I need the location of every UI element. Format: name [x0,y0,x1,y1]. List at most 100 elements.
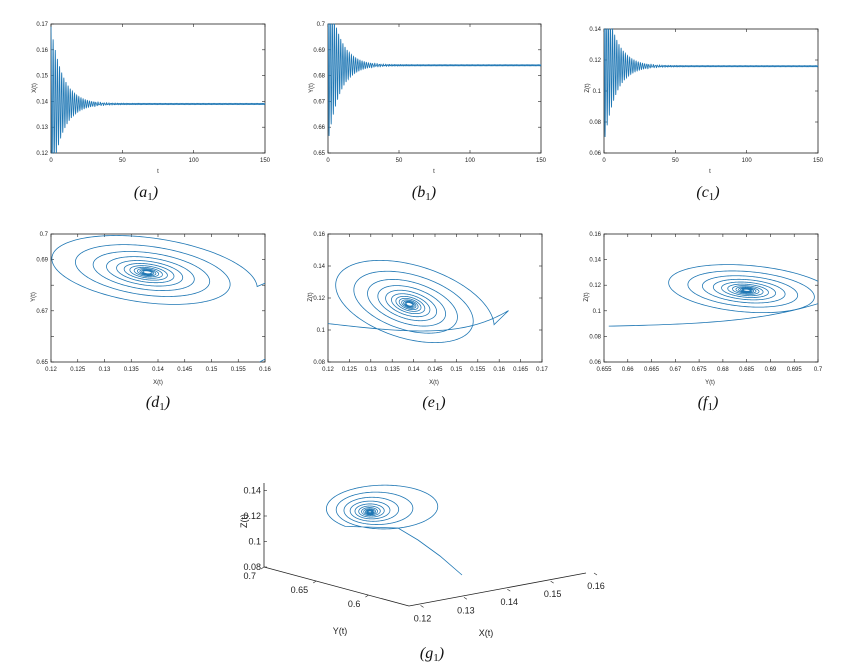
xtick-label-e1: 0.165 [513,367,529,373]
ytick-label-a1: 0.13 [36,125,48,131]
xtick-label-f1: 0.685 [739,367,755,373]
caption-d1: (d1) [146,394,170,413]
caption-a1: (a1) [134,184,158,203]
ytick-label-b1: 0.7 [317,22,326,28]
ylabel-g1: Y(t) [333,626,348,636]
x-axis-g1 [408,572,587,607]
caption-e1: (e1) [422,394,445,413]
ztick-label-g1: 0.14 [243,486,261,496]
series-line-c1 [603,28,819,138]
xlabel-e1: X(t) [429,380,439,386]
plot-frame-a1 [50,23,266,154]
ytick-label-e1: 0.14 [313,264,325,270]
ztick-label-g1: 0.1 [248,537,261,547]
panel-c1: (c1) t Z(t) 0 50 100 150 0.06 0.08 0.1 0.12 0.14 [585,27,824,203]
ytick-label-e1: 0.16 [313,232,325,238]
xlabel-d1: X(t) [153,380,163,386]
zlabel-g1: Z(t) [239,514,249,528]
ytick-label-c1: 0.1 [593,89,602,95]
xtick-label-f1: 0.675 [692,367,708,373]
xtick-label-b1: 50 [396,158,403,164]
plot-frame-b1 [327,23,542,154]
xtick-label-f1: 0.7 [814,367,823,373]
xlabel-a1: t [157,169,159,175]
xtick-label-b1: 0 [326,158,330,164]
ytick-label-b1: 0.66 [313,125,325,131]
xtick-label-c1: 50 [672,158,679,164]
xtick-label-g1: 0.16 [587,581,605,591]
panel-f1: (f1) Y(t) Z(t) 0.655 0.66 0.665 0.67 0.675 0.… [584,232,823,413]
ytick-label-d1: 0.69 [36,258,48,264]
trajectory-e1 [328,259,509,344]
xtick-label-a1: 100 [189,158,200,164]
xtick-label-b1: 150 [536,158,547,164]
xtick-label-d1: 0.125 [70,367,86,373]
xtick-label-c1: 0 [602,158,606,164]
xtick-mark-g1 [593,572,598,576]
ylabel-b1: Y(t) [309,83,315,93]
ytick-label-c1: 0.06 [589,151,601,157]
caption-c1: (c1) [696,184,719,203]
xtick-label-g1: 0.15 [544,589,562,599]
xtick-label-g1: 0.14 [501,597,519,607]
ytick-label-g1: 0.7 [243,571,256,581]
ytick-label-g1: 0.65 [291,585,309,595]
ytick-label-d1: 0.67 [36,309,48,315]
xtick-label-c1: 100 [742,158,753,164]
ytick-label-a1: 0.12 [36,151,48,157]
xtick-mark-g1 [420,605,424,608]
trajectory-d1 [51,235,265,362]
ytick-label-f1: 0.16 [589,232,601,238]
ztick-label-g1: 0.12 [243,511,261,521]
ytick-label-f1: 0.08 [589,334,601,340]
xtick-mark-g1 [507,588,511,592]
xtick-label-e1: 0.14 [408,367,420,373]
ytick-label-b1: 0.65 [313,151,325,157]
xtick-label-e1: 0.17 [536,367,548,373]
xtick-label-e1: 0.15 [451,367,463,373]
ytick-label-c1: 0.12 [589,58,601,64]
xtick-label-e1: 0.125 [342,367,358,373]
plot-frame-c1 [603,28,819,154]
ytick-label-d1: 0.65 [36,360,48,366]
ytick-label-e1: 0.08 [313,360,325,366]
caption-g1: (g1) [420,645,444,664]
xtick-label-f1: 0.655 [596,367,612,373]
ylabel-c1: Z(t) [585,83,591,92]
xtick-label-g1: 0.12 [414,613,432,623]
xtick-label-f1: 0.67 [669,367,681,373]
xtick-label-g1: 0.13 [457,605,475,615]
ztick-label-g1: 0.08 [243,562,261,572]
xtick-label-e1: 0.145 [427,367,443,373]
xtick-mark-g1 [463,597,468,600]
xtick-label-a1: 150 [260,158,271,164]
panel-e1: (e1) X(t) Z(t) 0.12 0.125 0.13 0.135 0.14 0.1… [308,232,548,413]
xtick-mark-g1 [550,580,554,584]
y-axis-g1 [263,566,410,607]
xtick-label-d1: 0.13 [99,367,111,373]
ytick-label-a1: 0.17 [36,22,48,28]
xtick-label-f1: 0.69 [765,367,777,373]
xtick-label-e1: 0.12 [322,367,334,373]
xtick-label-d1: 0.12 [45,367,57,373]
xlabel-b1: t [433,169,435,175]
ytick-mark-g1 [260,566,265,570]
xtick-label-f1: 0.695 [787,367,803,373]
ytick-label-a1: 0.14 [36,99,48,105]
xlabel-c1: t [709,169,711,175]
panel-d1: (d1) X(t) Y(t) 0.12 0.125 0.13 0.135 0.14 0.1… [31,232,271,413]
ytick-label-e1: 0.12 [313,296,325,302]
ytick-label-a1: 0.16 [36,48,48,54]
plot-frame-d1 [50,233,266,363]
series-line-a1 [50,26,266,154]
ytick-mark-g1 [313,580,317,584]
xtick-label-f1: 0.66 [622,367,634,373]
trajectory-f1 [608,264,818,327]
xtick-label-b1: 100 [465,158,476,164]
panel-a1: (a1) t X(t) 0 50 100 150 0.12 0.13 0.14 0.15 0.1… [32,22,271,203]
xlabel-g1: X(t) [479,628,494,638]
xtick-label-e1: 0.13 [365,367,377,373]
ytick-label-f1: 0.06 [589,360,601,366]
ytick-label-f1: 0.14 [589,258,601,264]
